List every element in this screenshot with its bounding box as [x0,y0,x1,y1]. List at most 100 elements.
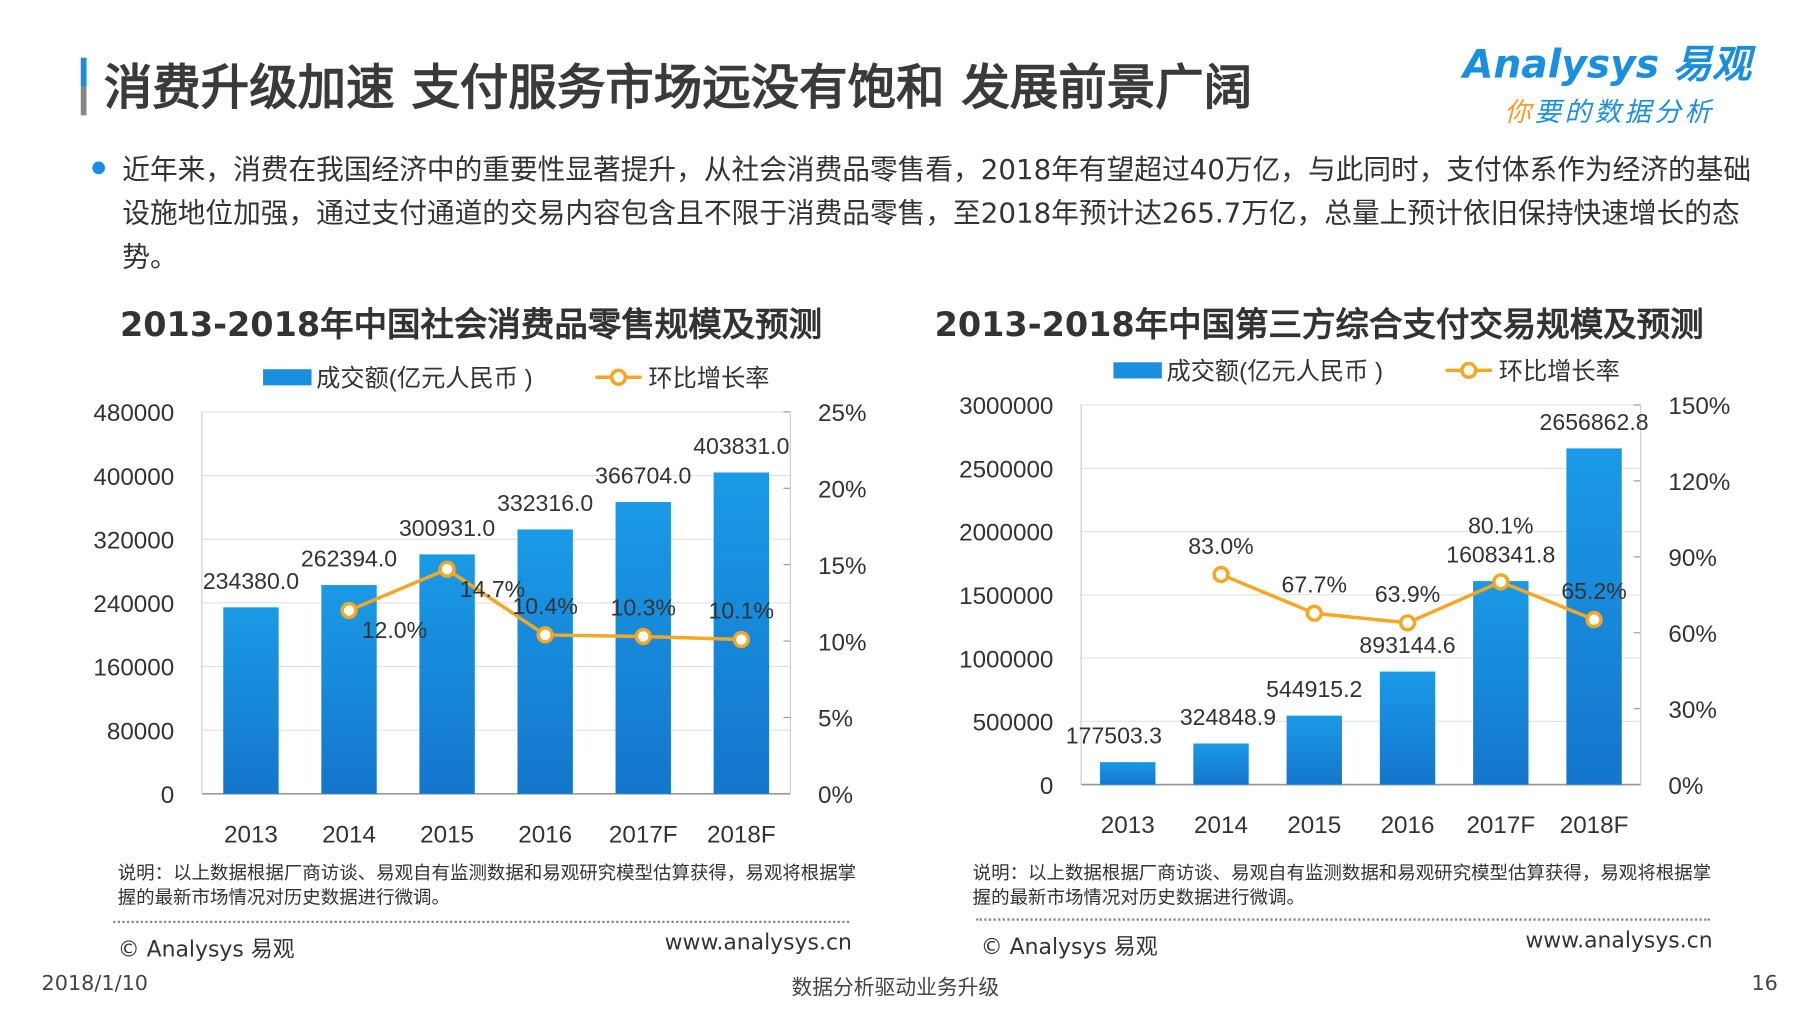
y-tick-label: 0 [161,782,174,809]
y-tick-label: 1500000 [959,583,1053,610]
bar-value-label: 893144.6 [1359,632,1455,658]
x-tick-label: 2013 [1101,812,1155,839]
x-tick-label: 2018F [707,821,776,848]
growth-label: 65.2% [1561,578,1626,604]
y-tick-label: 160000 [93,655,174,682]
legend-bar-swatch [263,369,312,386]
growth-point [732,630,750,649]
x-tick-label: 2014 [1194,812,1248,839]
bar-value-label: 1608341.8 [1446,542,1555,568]
growth-label: 80.1% [1468,512,1533,538]
bar [419,554,475,794]
growth-label: 63.9% [1375,581,1440,607]
y2-tick-label: 0% [1668,773,1703,800]
legend-line-label: 环比增长率 [1499,359,1620,386]
bar-value-label: 403831.0 [693,433,789,459]
growth-point [438,560,456,578]
growth-label: 12.0% [362,617,427,643]
chart-title-retail: 2013-2018年中国社会消费品零售规模及预测 [119,304,823,344]
growth-label: 83.0% [1188,533,1253,559]
logo-cn-first: 你 [1504,98,1535,129]
y-tick-label: 2000000 [959,520,1053,547]
bar-value-label: 366704.0 [595,463,691,489]
x-tick-label: 2015 [1287,812,1341,839]
chart-note-payment: 说明：以上数据根据厂商访谈、易观自有监测数据和易观研究模型估算获得，易观将根据掌… [972,861,1712,909]
url-payment[interactable]: www.analysys.cn [1525,927,1713,954]
logo-cn-rest: 要的数据分析 [1534,98,1715,129]
divider [113,920,850,924]
footer-slogan: 数据分析驱动业务升级 [791,976,1000,1001]
y2-tick-label: 30% [1668,697,1716,724]
source-payment: © Analysys 易观 [980,934,1158,960]
growth-label: 10.3% [611,595,676,621]
legend-line-label: 环比增长率 [648,366,769,393]
bar-value-label: 262394.0 [301,546,397,572]
y2-tick-label: 0% [818,782,853,809]
growth-label: 67.7% [1282,571,1347,597]
y2-tick-label: 10% [818,629,866,656]
growth-label: 10.4% [512,593,577,619]
y2-tick-label: 60% [1668,621,1716,648]
growth-point [536,626,554,644]
x-tick-label: 2015 [420,821,474,848]
bar-value-label: 300931.0 [399,515,495,541]
bar [1473,581,1529,785]
analysys-logo: Analysys 易观 你要的数据分析 [1463,32,1763,129]
growth-point [1305,604,1323,622]
bar [1379,671,1436,785]
bar [321,585,377,794]
url-retail[interactable]: www.analysys.cn [664,929,852,956]
bar [223,607,279,794]
legend-bar-label: 成交额(亿元人民币 ) [316,366,533,393]
bar [1100,762,1156,785]
page-number: 16 [1751,971,1778,996]
growth-point [1492,573,1510,591]
bar-value-label: 2656862.8 [1540,409,1649,435]
divider [976,918,1710,921]
bar-value-label: 544915.2 [1266,676,1362,702]
y2-tick-label: 120% [1668,469,1730,496]
growth-label: 10.1% [709,598,774,624]
growth-point [1212,565,1230,584]
y-tick-label: 480000 [93,400,174,427]
x-tick-label: 2016 [518,821,572,848]
bullet-icon [92,161,105,175]
x-tick-label: 2016 [1381,812,1435,839]
legend-bar-label: 成交额(亿元人民币 ) [1166,359,1383,386]
y-tick-label: 1000000 [959,646,1053,673]
bar-value-label: 234380.0 [203,568,299,594]
logo-en: Analysys 易观 [1463,41,1752,88]
bar [615,502,671,794]
y2-tick-label: 25% [818,400,866,427]
y-tick-label: 2500000 [959,456,1053,483]
page-title: 消费升级加速 支付服务市场远没有饱和 发展前景广阔 [103,58,1253,116]
y2-tick-label: 15% [818,553,866,580]
y-tick-label: 240000 [93,591,174,618]
y-tick-label: 320000 [93,527,174,554]
y2-tick-label: 20% [818,477,866,504]
summary-text: 近年来，消费在我国经济中的重要性显著提升，从社会消费品零售看，2018年有望超过… [122,153,1752,274]
y2-tick-label: 150% [1668,393,1730,420]
legend-line-marker [609,368,628,386]
growth-label: 14.7% [460,576,525,602]
y-tick-label: 500000 [973,710,1054,737]
x-tick-label: 2018F [1560,812,1629,839]
legend-line-marker [1460,361,1478,380]
x-tick-label: 2017F [1466,812,1535,839]
chart-note-retail: 说明：以上数据根据厂商访谈、易观自有监测数据和易观研究模型估算获得，易观将根据掌… [117,861,857,909]
growth-point [340,601,358,620]
bar-value-label: 324848.9 [1180,704,1276,730]
source-retail: © Analysys 易观 [117,936,295,963]
growth-point [1585,610,1603,629]
growth-point [1398,614,1417,632]
bar-value-label: 177503.3 [1066,723,1162,749]
y2-tick-label: 5% [818,706,853,733]
chart-retail: 0 80000 160000 240000 320000 400000 480000 0% 5%… [93,366,866,849]
growth-point [634,627,652,646]
legend-bar-swatch [1113,362,1162,379]
y-tick-label: 3000000 [959,393,1053,420]
y-tick-label: 400000 [93,464,174,491]
logo-cn: 你要的数据分析 [1505,90,1715,129]
title-accent-bar [80,57,87,116]
y2-tick-label: 90% [1668,545,1716,572]
